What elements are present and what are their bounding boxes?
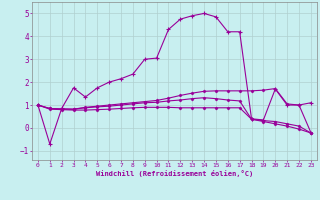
X-axis label: Windchill (Refroidissement éolien,°C): Windchill (Refroidissement éolien,°C) <box>96 170 253 177</box>
